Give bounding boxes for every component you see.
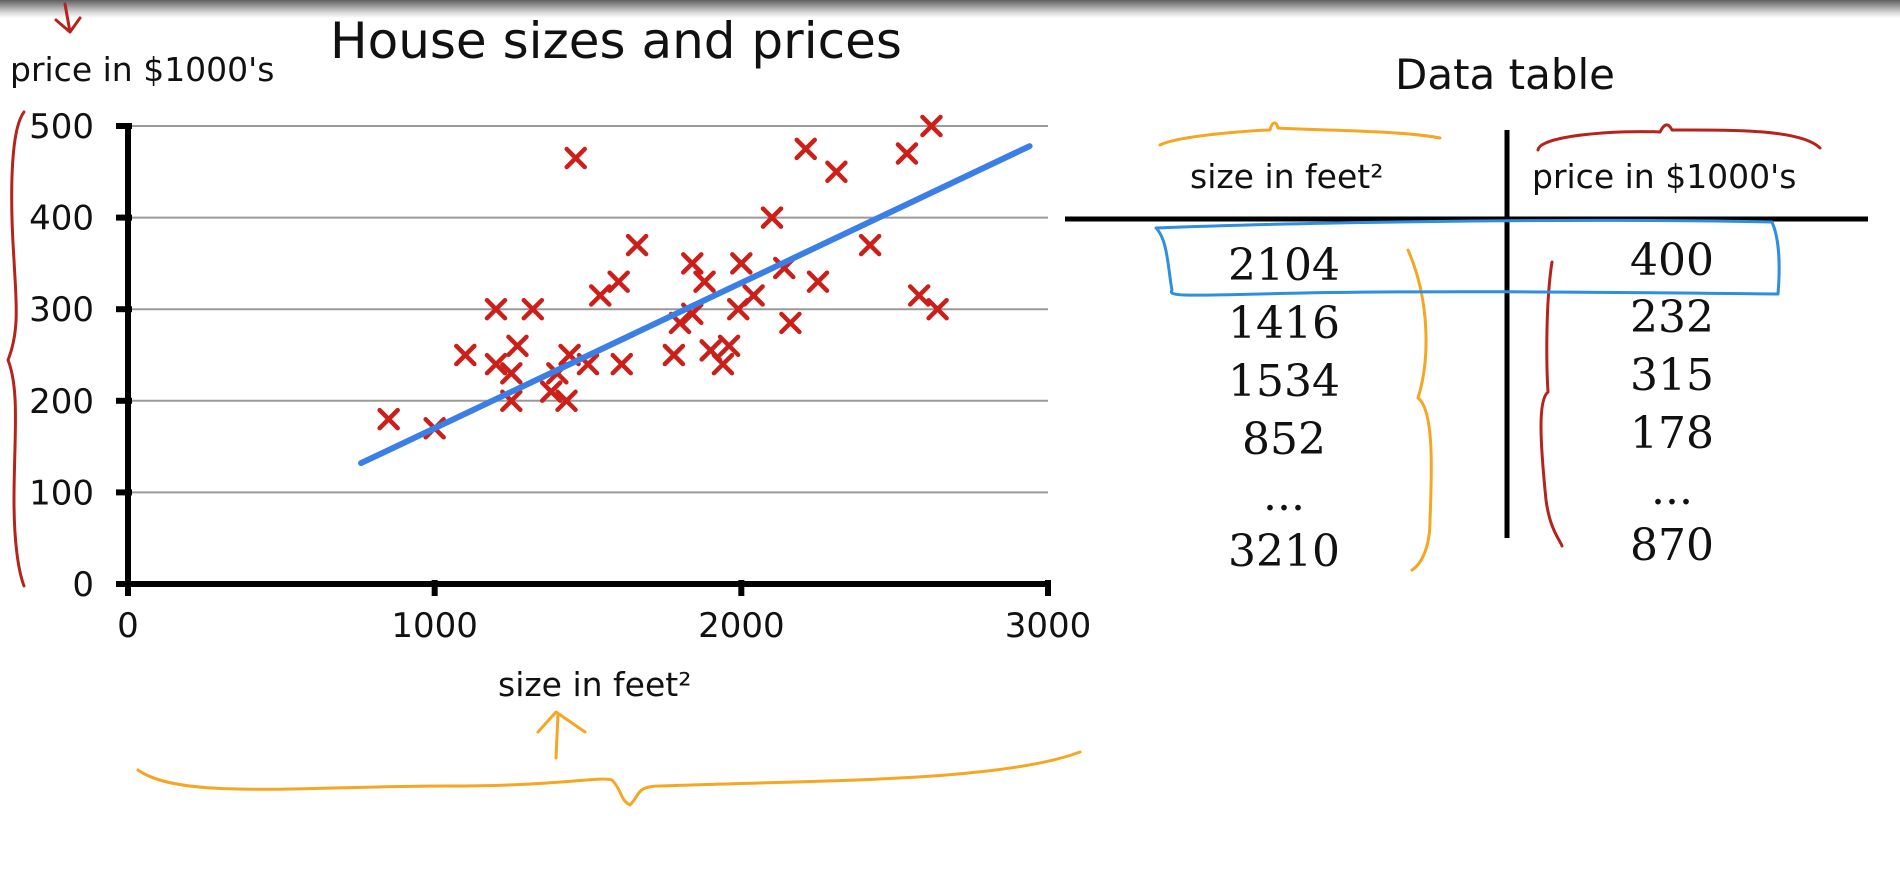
x-axis-label: size in feet² bbox=[498, 665, 692, 704]
price-values-brace-icon bbox=[1539, 260, 1564, 548]
table-cell-size: 852 bbox=[1242, 414, 1326, 465]
y-tick-label: 100 bbox=[29, 473, 94, 513]
data-point bbox=[907, 284, 931, 307]
size-column-brace-icon bbox=[1158, 121, 1442, 147]
data-point bbox=[920, 114, 943, 138]
x-tick-label: 3000 bbox=[1005, 606, 1092, 646]
data-point bbox=[926, 297, 949, 321]
hand-annotations bbox=[6, 2, 1822, 807]
table-cell-size: 1416 bbox=[1228, 298, 1340, 349]
table-cell-price: 178 bbox=[1630, 408, 1714, 459]
y-axis-label: price in $1000's bbox=[10, 50, 275, 89]
data-point bbox=[484, 297, 508, 321]
data-point bbox=[539, 380, 563, 403]
table-cell-price: 870 bbox=[1630, 520, 1714, 571]
data-point bbox=[564, 146, 587, 170]
data-point bbox=[625, 233, 649, 257]
regression-line bbox=[358, 143, 1033, 467]
table-cell-size: 2104 bbox=[1228, 240, 1340, 291]
data-point bbox=[662, 343, 686, 367]
data-point bbox=[521, 297, 545, 321]
data-point bbox=[895, 142, 919, 165]
size-values-brace-icon bbox=[1406, 248, 1433, 572]
arrow-down-icon bbox=[54, 2, 82, 34]
data-point bbox=[589, 284, 612, 307]
table-lines bbox=[1065, 130, 1868, 538]
x-tick-label: 2000 bbox=[698, 606, 785, 646]
table-cell-size: 1534 bbox=[1228, 356, 1340, 407]
table-cell-price: 315 bbox=[1630, 350, 1714, 401]
data-point bbox=[794, 137, 817, 161]
y-tick-label: 300 bbox=[29, 290, 94, 330]
data-point bbox=[711, 352, 735, 376]
data-point bbox=[555, 389, 578, 413]
data-point bbox=[806, 270, 830, 293]
data-point bbox=[454, 343, 477, 367]
table-cell-price: 400 bbox=[1630, 235, 1714, 286]
y-tick-label: 400 bbox=[29, 199, 94, 239]
chart-grid bbox=[128, 125, 1048, 494]
y-tick-label: 500 bbox=[29, 107, 94, 147]
data-point bbox=[681, 252, 704, 275]
data-point bbox=[742, 284, 765, 307]
data-point bbox=[500, 362, 523, 385]
data-point bbox=[779, 311, 802, 335]
data-points bbox=[377, 114, 949, 440]
data-point bbox=[858, 233, 882, 257]
data-point bbox=[693, 270, 716, 293]
data-point bbox=[717, 334, 741, 358]
table-title: Data table bbox=[1395, 50, 1616, 99]
y-axis-brace-icon bbox=[6, 110, 26, 588]
y-tick-label: 200 bbox=[29, 382, 94, 422]
data-point bbox=[730, 252, 753, 275]
data-point bbox=[760, 206, 784, 229]
first-row-highlight bbox=[1154, 218, 1781, 297]
table-header-size: size in feet² bbox=[1190, 157, 1384, 196]
table-cell-size: 3210 bbox=[1228, 526, 1340, 577]
x-axis-brace-icon bbox=[136, 750, 1082, 807]
data-point bbox=[607, 270, 630, 293]
table-header-price: price in $1000's bbox=[1532, 157, 1797, 196]
data-point bbox=[377, 407, 400, 431]
data-point bbox=[484, 352, 508, 376]
y-tick-label: 0 bbox=[72, 565, 94, 605]
table-cell-price: ... bbox=[1651, 464, 1693, 515]
x-tick-label: 0 bbox=[117, 606, 139, 646]
regression-line-group bbox=[358, 143, 1033, 467]
arrow-up-icon bbox=[536, 710, 587, 760]
x-tick-label: 1000 bbox=[391, 606, 478, 646]
table-cell-price: 232 bbox=[1630, 292, 1714, 343]
chart-axes: 0 100 200 300 400 500 0 1000 2000 3000 bbox=[29, 107, 1091, 646]
data-point bbox=[506, 334, 529, 358]
data-point bbox=[610, 352, 633, 376]
price-column-brace-icon bbox=[1536, 123, 1822, 152]
chart-title: House sizes and prices bbox=[330, 12, 902, 70]
data-point bbox=[825, 160, 848, 184]
table-cell-size: ... bbox=[1263, 470, 1305, 521]
video-top-bar bbox=[0, 0, 1900, 18]
